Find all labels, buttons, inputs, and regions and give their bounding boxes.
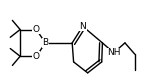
Text: N: N bbox=[79, 22, 86, 31]
Text: O: O bbox=[33, 25, 40, 34]
Text: B: B bbox=[42, 38, 48, 47]
Text: NH: NH bbox=[107, 48, 120, 57]
Text: O: O bbox=[33, 52, 40, 61]
